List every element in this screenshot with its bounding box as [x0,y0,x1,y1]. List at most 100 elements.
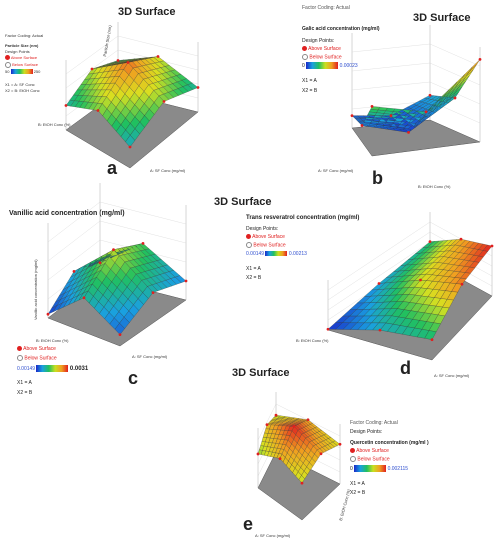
panel-b-response: Galic acid concentration (mg/ml) [302,26,380,32]
panel-a-response: Particle Size (nm) [5,43,39,48]
design-point-c-2-2 [184,279,188,283]
design-point-c-0-2 [98,261,102,265]
gridline-a-3 [65,49,199,89]
panel-d-response: Trans resveratrol concentration (mg/ml) [246,215,360,221]
panel-a-scale-min: 50 [5,69,10,74]
gridline-e-4 [257,403,341,441]
panel-b-x1: X1 = A [302,78,317,84]
design-point-d-0-0 [326,327,330,331]
design-point-d-1-2 [459,237,463,241]
design-point-b-2-2 [478,57,482,61]
design-point-b-1-2 [453,96,457,100]
panel-d-b-axis-label: B: EtOH Conc (%) [296,338,329,343]
design-point-b-1-1 [407,130,410,134]
panel-d-above-label: Above Surface [252,234,285,240]
design-point-a-2-0 [128,145,132,149]
panel-d-above: Above Surface [246,234,285,240]
above-marker-icon [350,448,355,454]
surface-cell-c-0-0 [47,305,58,315]
panel-e-letter: e [243,514,254,534]
design-point-d-2-0 [430,338,434,342]
panel-e-design-points: Design Points: [350,429,383,435]
design-point-d-0-2 [428,240,432,244]
panel-b-header: 3D Surface [413,12,471,24]
panel-a-design-points: Design Points [5,49,30,54]
panel-b-x2: X2 = B [302,88,318,94]
panel-e-below: Below Surface [350,456,390,462]
gridline-b-4 [351,43,481,67]
above-marker-icon [17,346,22,352]
panel-b-scale-min: 0 [302,62,305,69]
panel-d-design-points: Design Points: [246,226,279,232]
below-marker-icon [350,456,356,462]
below-marker-icon [302,54,308,60]
color-scale-bar [354,465,387,472]
panel-c-header: 3D Surface [214,196,272,208]
above-marker-icon [302,46,307,52]
below-marker-icon [5,62,11,68]
panel-d-scale-min: 0.00149 [246,251,265,257]
panel-e-x2: X2 = B [350,490,366,496]
panel-c-scale-min: 0.00149 [17,365,36,372]
panel-a-header: 3D Surface [118,6,176,18]
panel-e-factor-coding: Factor Coding: Actual [350,420,398,426]
above-marker-icon [5,55,10,61]
design-point-c-0-0 [46,312,50,316]
surface-cell-e-13-0 [298,475,305,484]
design-point-b-0-1 [389,114,393,118]
design-point-e-2-1 [319,452,323,456]
panel-a-below-label: Below Surface [12,62,38,68]
panel-d-below: Below Surface [246,242,286,248]
panel-b-below: Below Surface [302,54,342,60]
panel-b-scale-max: 0.00023 [339,62,358,69]
panel-a-scale-max: 250 [33,69,41,74]
panel-a-factor-coding: Factor Coding: Actual [5,33,44,38]
panel-e-scale-max: 0.002115 [387,465,409,472]
design-point-c-1-0 [82,296,86,300]
panel-b-b-axis-label: B: EtOH Conc (%) [418,184,451,189]
design-point-a-2-1 [162,100,166,103]
panel-e-below-label: Below Surface [357,456,390,463]
panel-b-letter: b [372,168,383,188]
panel-c-above-label: Above Surface [23,346,56,352]
below-marker-icon [17,355,23,361]
design-point-c-1-2 [141,242,145,245]
panel-b-a-axis-label: A: SF Conc (mg/ml) [318,168,354,173]
design-point-c-2-0 [118,333,122,336]
panel-a-a-axis-label: A: SF Conc (mg/ml) [150,168,186,173]
panel-c-x2: X2 = B [17,390,33,396]
design-point-d-0-1 [377,282,381,285]
gridline-b-2 [351,81,481,105]
panel-a-x2: X2 = B: EtOH Conc [5,88,40,93]
panel-c-scale-max: 0.0031 [69,365,89,372]
panel-c-b-axis-label: B: EtOH Conc (%) [36,338,69,343]
panel-c-a-axis-label: A: SF Conc (mg/ml) [132,354,168,359]
below-marker-icon [246,242,252,248]
panel-a-above-label: Above Surface [10,55,38,60]
panel-b-above-label: Above Surface [308,46,341,52]
panel-c-above: Above Surface [17,346,56,352]
panel-d-scale-max: 0.00213 [288,251,307,257]
panel-e-above-label: Above Surface [356,448,389,454]
panel-e-header: 3D Surface [232,367,290,379]
panel-d-below-label: Below Surface [253,242,286,249]
panel-d-x1: X1 = A [246,266,261,272]
gridline-c-3 [47,220,187,262]
panel-e-response: Quercetin concentration (mg/ml ) [350,440,429,446]
panel-b-below-label: Below Surface [309,54,342,61]
above-marker-icon [246,234,251,240]
design-point-e-0-1 [265,423,269,427]
panel-a-below: Below Surface [5,62,38,68]
panel-c-below: Below Surface [17,355,57,361]
panel-e-above: Above Surface [350,448,389,454]
panel-b-design-points: Design Points: [302,38,335,44]
design-point-c-2-1 [151,291,155,294]
design-point-a-1-1 [126,61,130,64]
gridline-a-4 [65,35,199,75]
design-point-c-0-1 [72,270,76,273]
design-point-d-2-1 [460,282,464,286]
